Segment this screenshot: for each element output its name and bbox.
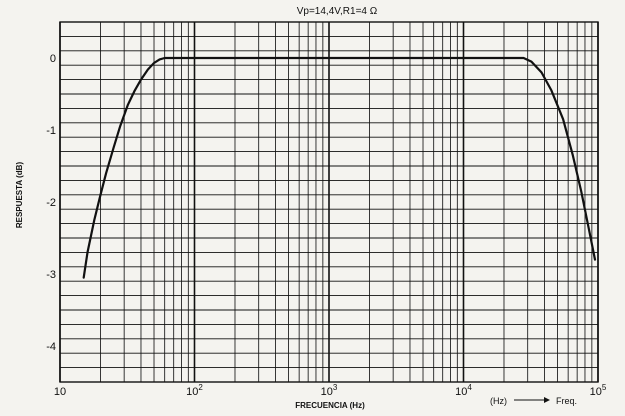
x-tick-label: 104 [455, 383, 472, 398]
x-tick-labels: 10 102 103 104 105 [54, 383, 607, 398]
x-tick-exponent: 3 [333, 383, 338, 392]
hz-unit-label: (Hz) [490, 396, 507, 406]
y-tick-label: -3 [46, 269, 56, 281]
x-tick-label: 102 [186, 383, 203, 398]
chart-title: Vp=14,4V,R1=4 Ω [297, 6, 378, 17]
y-tick-labels: 0 -1 -2 -3 -4 [46, 53, 56, 353]
x-tick-exponent: 2 [198, 383, 203, 392]
freq-label: Freq. [556, 396, 577, 406]
x-tick-label: 105 [590, 383, 607, 398]
y-tick-label: -1 [46, 125, 56, 137]
x-axis-label: FRECUENCIA (Hz) [295, 401, 365, 410]
plot-frame [59, 21, 599, 383]
x-tick-label: 103 [321, 383, 338, 398]
y-axis-label: RESPUESTA (dB) [15, 162, 24, 229]
arrowhead-icon [544, 397, 550, 403]
x-tick-exponent: 4 [467, 383, 472, 392]
y-tick-label: -2 [46, 197, 56, 209]
x-tick-label: 10 [54, 386, 66, 398]
response-curve [82, 56, 597, 279]
frequency-note: (Hz) Freq. [490, 396, 577, 406]
y-tick-label: 0 [50, 53, 56, 65]
x-tick-exponent: 5 [602, 383, 607, 392]
y-tick-label: -4 [46, 341, 56, 353]
